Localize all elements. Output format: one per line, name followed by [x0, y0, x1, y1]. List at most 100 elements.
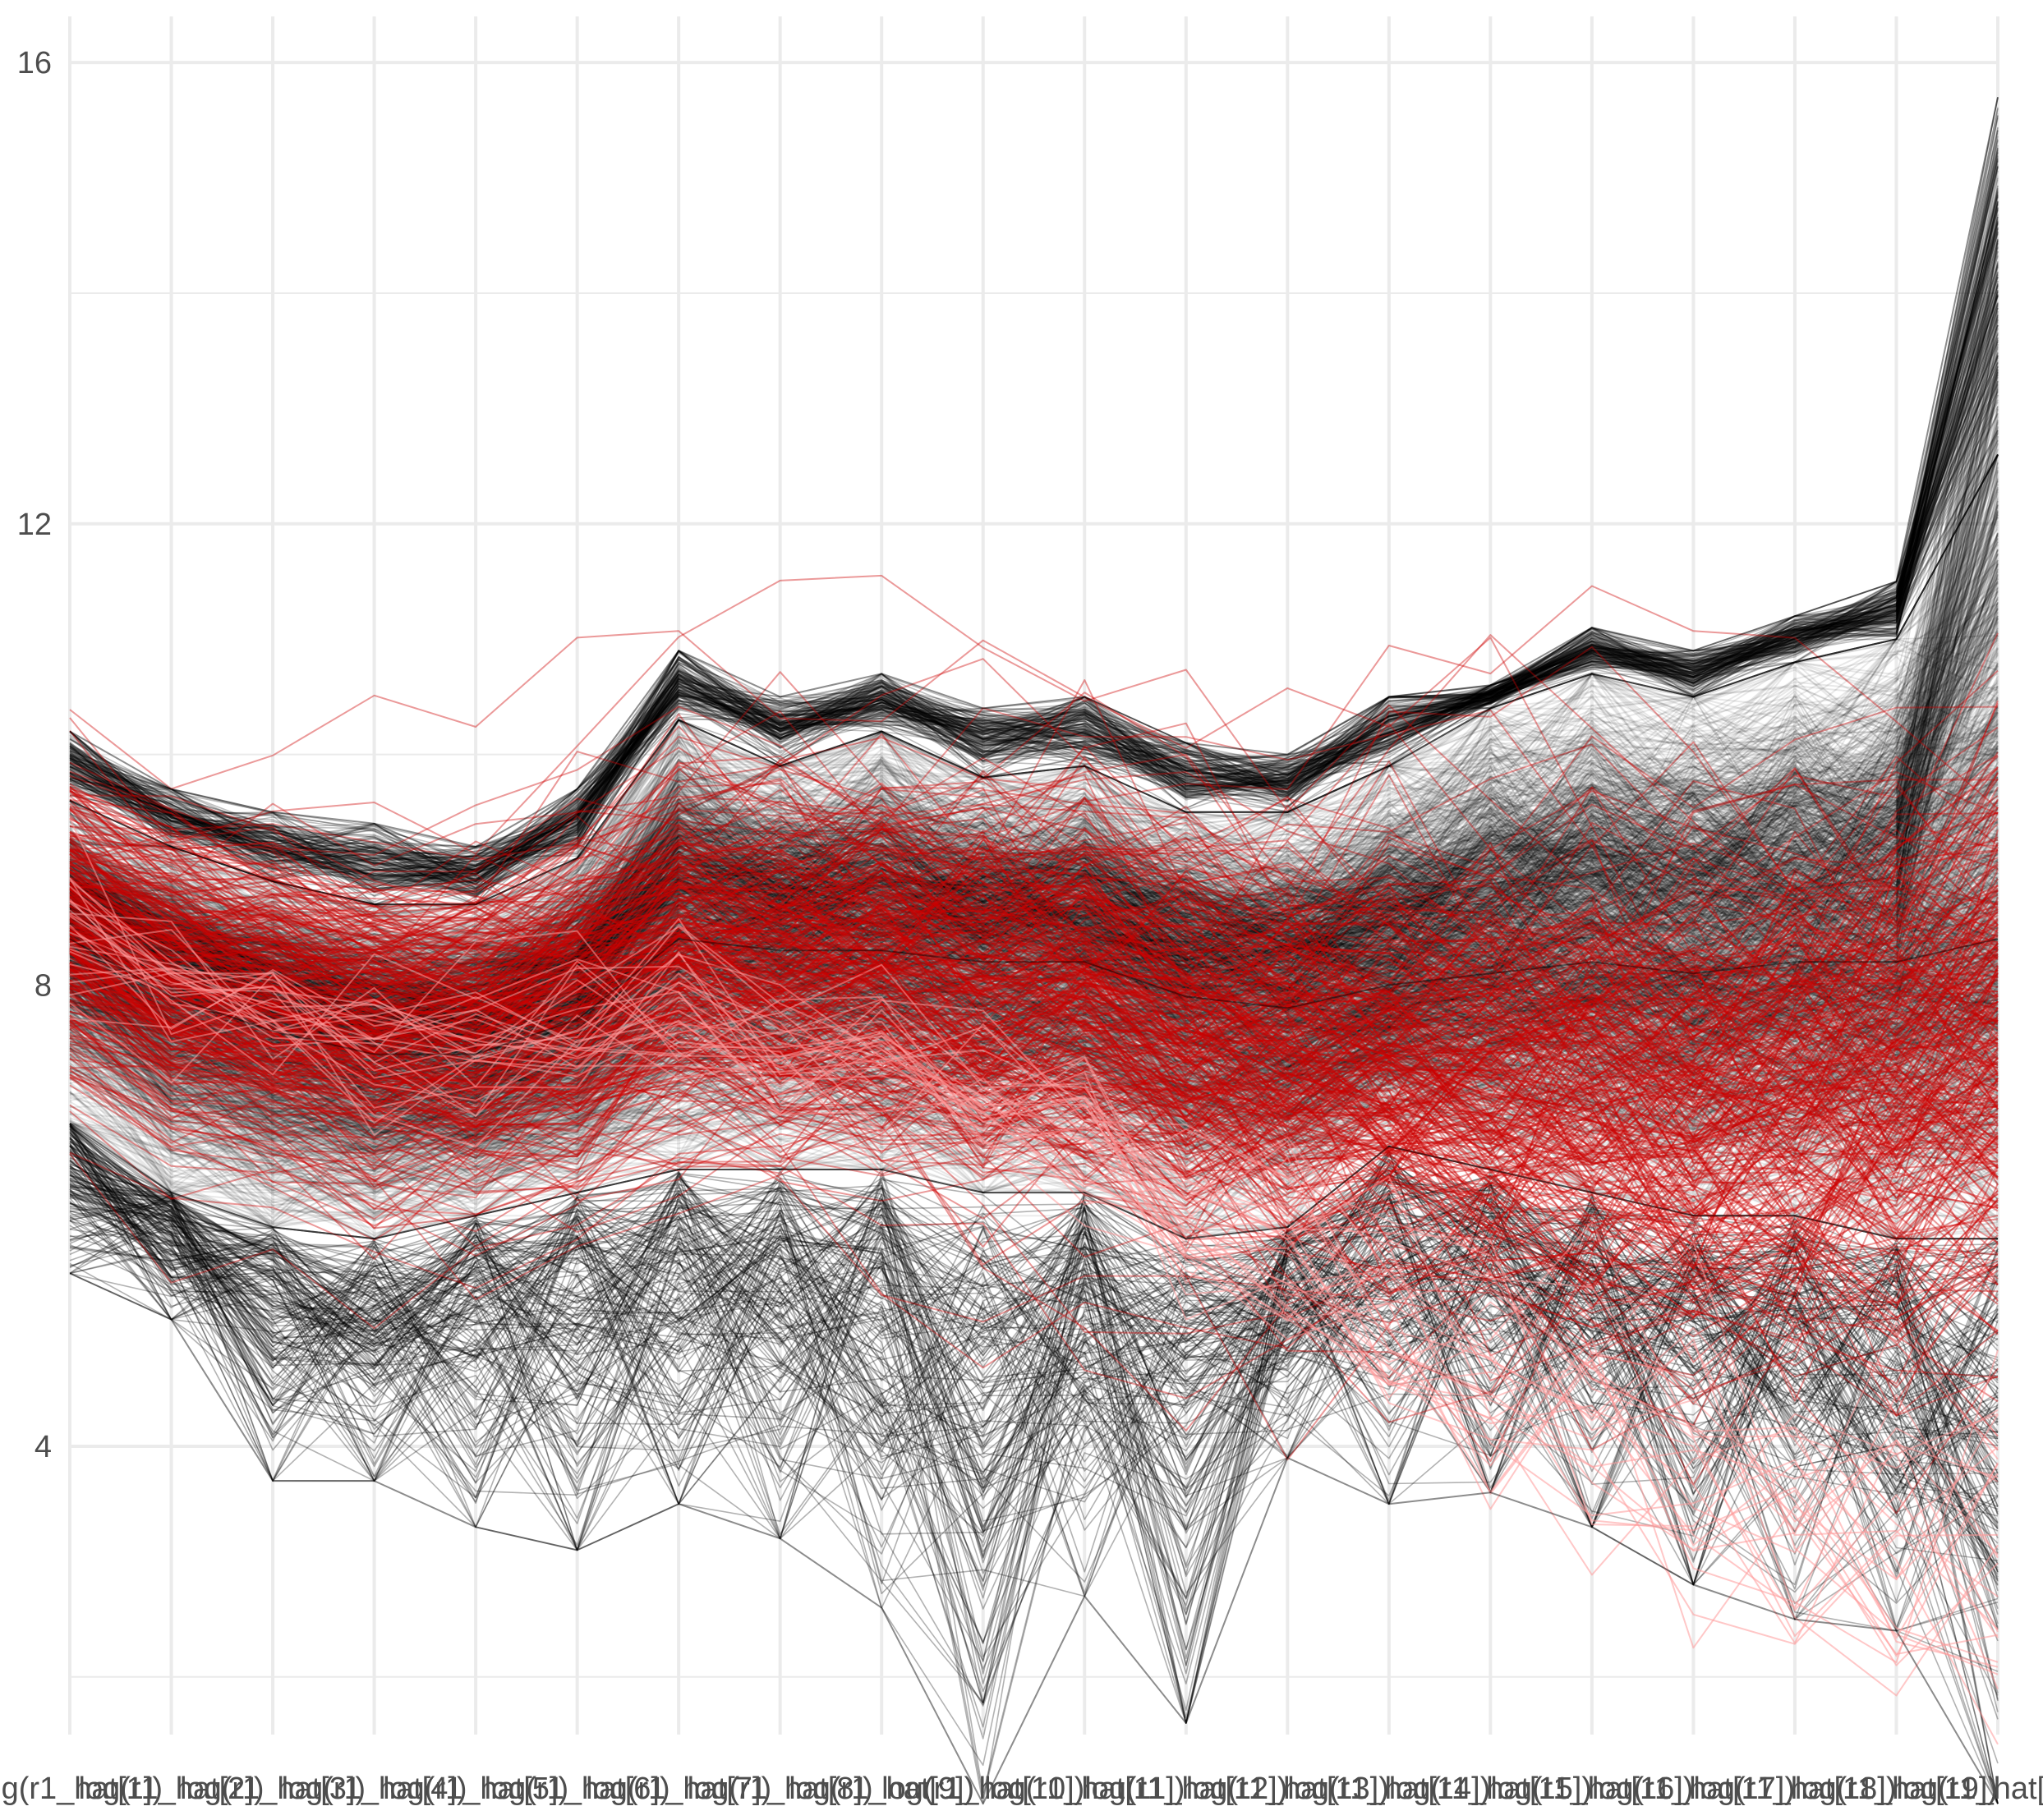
- series-line-dense: [69, 790, 1999, 1003]
- series-line-dense: [69, 951, 1999, 1185]
- series-line-dense: [69, 1083, 1998, 1240]
- series-line-dense: [69, 844, 1999, 1154]
- series-line-dense: [69, 504, 1999, 967]
- series-line-dense: [69, 855, 1999, 1072]
- series-line-dense: [69, 769, 1999, 1101]
- series-line-dense: [69, 582, 1999, 984]
- series-line-dense: [69, 685, 1999, 935]
- series-line-dense: [69, 880, 1999, 1087]
- series-line-dense: [69, 454, 1999, 937]
- series-line-dense: [69, 963, 1999, 1220]
- series-line-dense: [69, 765, 1999, 1059]
- series-line-dense: [69, 614, 1999, 1004]
- series-line-dense: [69, 651, 1999, 1082]
- series-line-dense: [69, 1067, 1999, 1217]
- series-line-dense: [69, 998, 1999, 1240]
- series-line-dense: [69, 577, 1999, 996]
- series-line-dense: [69, 836, 1999, 1104]
- series-line-dense: [69, 874, 1999, 1086]
- series-line-dense: [69, 857, 1999, 1092]
- series-line-dense: [69, 784, 1999, 990]
- series-line-dense: [69, 923, 1999, 1190]
- series-line-dense: [69, 912, 1999, 1135]
- series-line-dense: [69, 974, 1999, 1124]
- series-line-dense: [69, 731, 1999, 1132]
- series-line-dense: [69, 810, 1999, 1020]
- series-line-dense: [69, 711, 1999, 1033]
- series-line-dense: [69, 665, 1999, 1028]
- series-line-dense: [69, 1024, 1999, 1217]
- series-line-dense: [69, 749, 1999, 1031]
- series-line-dense: [69, 1026, 1999, 1220]
- series-line-dense: [69, 719, 1999, 988]
- series-line-dense: [69, 870, 1999, 1124]
- series-line-dense: [69, 871, 1999, 1110]
- series-line-dense: [69, 454, 1999, 906]
- series-line-dense: [69, 903, 1999, 1110]
- series-line-dense: [69, 774, 1999, 1093]
- grid-lines: [68, 16, 1999, 1735]
- series-line-dense: [69, 655, 1999, 1009]
- series-line-dense: [69, 747, 1999, 1101]
- series-line-dense: [69, 903, 1999, 1145]
- series-line-dense: [69, 735, 1999, 1115]
- series-line-dense: [69, 972, 1999, 1159]
- series-line-dense: [69, 986, 1999, 1102]
- series-line-dense: [69, 678, 1999, 1124]
- series-line-dense: [69, 765, 1999, 1012]
- series-line-dense: [69, 543, 1999, 1004]
- series-line-dense: [69, 903, 1999, 1239]
- series-line-dense: [69, 824, 1999, 1027]
- series-line-dense: [69, 712, 1999, 1092]
- series-line-dense: [69, 1123, 1999, 1240]
- series-line-dense: [69, 520, 1999, 951]
- series-line-dense: [69, 862, 1999, 1154]
- series-line-dense: [69, 851, 1999, 1057]
- series-line-dense: [69, 853, 1999, 1091]
- series-line-dense: [69, 701, 1999, 956]
- series-line-dense: [69, 748, 1999, 1020]
- series-line-dense: [69, 860, 1999, 1142]
- series-line-dense: [69, 721, 1999, 1082]
- series-line-dense: [69, 565, 1999, 1024]
- series-line-dense: [69, 895, 1999, 1149]
- series-line-dense: [69, 961, 1999, 1165]
- series-line-dense: [69, 862, 1999, 1186]
- series-line-dense: [69, 881, 1999, 1066]
- series-line-dense: [69, 809, 1999, 1022]
- series-line-dense: [69, 756, 1999, 1016]
- series-line-dense: [69, 1001, 1999, 1194]
- series-line-dense: [69, 839, 1999, 1163]
- series-line-dense: [69, 954, 1999, 1131]
- series-line-dense: [69, 983, 1999, 1170]
- series-line-dense: [69, 852, 1999, 1078]
- series-line-dense: [69, 887, 1999, 1144]
- series-line-dense: [69, 774, 1999, 991]
- series-line-dense: [69, 730, 1999, 1018]
- series-line-dense: [69, 905, 1999, 1185]
- series-line-dense: [69, 958, 1999, 1209]
- series-line-dense: [69, 1027, 1999, 1218]
- series-line-dense: [69, 752, 1999, 991]
- series-line-dense: [69, 899, 1999, 1173]
- series-line-dense: [69, 871, 1999, 1034]
- series-line-dense: [69, 770, 1999, 973]
- series-line-dense: [69, 986, 1999, 1188]
- series-line-dense: [69, 945, 1999, 1240]
- series-line-dense: [69, 932, 1999, 1092]
- series-line-dense: [69, 1017, 1999, 1171]
- series-line-dense: [69, 648, 1999, 989]
- series-line-dense: [69, 995, 1999, 1128]
- series-line-dense: [69, 866, 1999, 1113]
- series-line-dense: [69, 918, 1999, 1074]
- series-line-dense: [69, 802, 1999, 1169]
- series-line-dense: [69, 1015, 1999, 1194]
- series-line-dense: [69, 866, 1999, 1138]
- series-line-dense: [69, 637, 1999, 1002]
- series-line-dense: [69, 1106, 1999, 1240]
- series-line-dense: [69, 871, 1999, 1033]
- series-line-dense: [69, 985, 1999, 1164]
- series-line-dense: [69, 1096, 1999, 1240]
- series-line-dense: [69, 738, 1999, 973]
